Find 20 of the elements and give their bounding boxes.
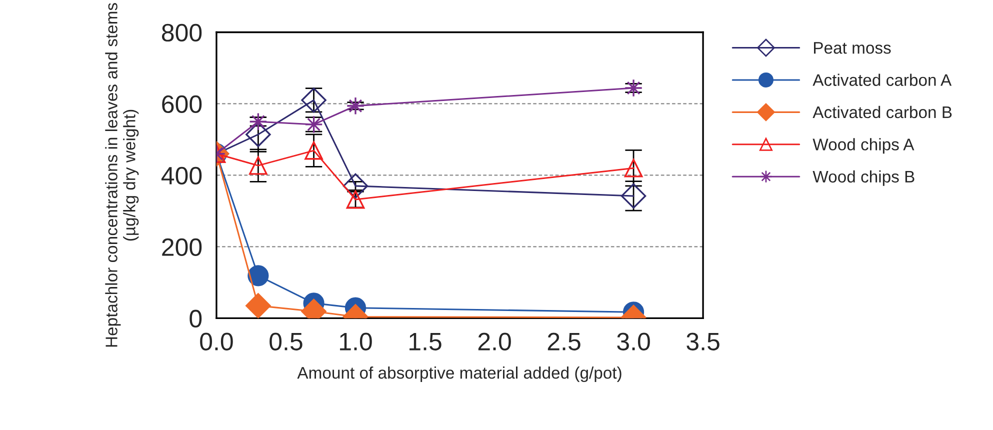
- x-axis-title: Amount of absorptive material added (g/pot): [297, 366, 622, 382]
- x-tick-label: 1.5: [410, 333, 442, 350]
- x-tick-label: 3.5: [686, 332, 720, 350]
- x-tick-label: 2.5: [548, 332, 580, 350]
- y-tick-label: 200: [162, 238, 202, 256]
- y-tick-label: 0: [190, 310, 202, 328]
- legend-label: Wood chips A: [812, 138, 914, 154]
- legend-label: Wood chips B: [812, 170, 914, 186]
- y-tick-label: 400: [161, 166, 202, 185]
- x-tick-label: 0.5: [270, 332, 302, 350]
- x-tick-label: 2.0: [478, 332, 511, 350]
- y-axis-title: Heptachlor concentrations in leaves and stems (µg/kg dry weight): [105, 3, 139, 347]
- x-tick-label: 1.0: [340, 332, 372, 350]
- y-tick-label: 800: [162, 24, 202, 42]
- y-tick-label: 600: [162, 95, 202, 114]
- legend-label: Activated carbon B: [812, 106, 952, 118]
- x-tick-label: 3.0: [617, 332, 650, 350]
- legend-label: Peat moss: [814, 42, 891, 54]
- legend-label: Activated carbon A: [812, 74, 952, 86]
- x-tick-label: 0.0: [200, 332, 233, 350]
